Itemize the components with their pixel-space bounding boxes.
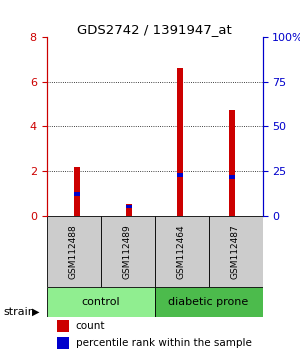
Title: GDS2742 / 1391947_at: GDS2742 / 1391947_at [77, 23, 232, 36]
Text: ▶: ▶ [32, 307, 40, 317]
Bar [46, 216, 100, 287]
Text: control: control [81, 297, 120, 307]
Text: percentile rank within the sample: percentile rank within the sample [76, 338, 251, 348]
Bar [57, 320, 69, 332]
Bar [126, 205, 132, 208]
Bar [100, 216, 154, 287]
Bar [177, 68, 183, 216]
Bar [229, 110, 235, 216]
Text: GSM112464: GSM112464 [177, 224, 186, 279]
Text: count: count [76, 321, 105, 331]
Bar [154, 287, 262, 317]
Bar [177, 173, 183, 177]
Text: GSM112489: GSM112489 [123, 224, 132, 279]
Bar [208, 216, 262, 287]
Text: GSM112488: GSM112488 [69, 224, 78, 279]
Bar [57, 337, 69, 349]
Bar [229, 176, 235, 179]
Text: strain: strain [3, 307, 35, 317]
Text: diabetic prone: diabetic prone [168, 297, 249, 307]
Bar [154, 216, 208, 287]
Bar [74, 192, 80, 195]
Bar [74, 166, 80, 216]
Bar [46, 287, 154, 317]
Bar [126, 205, 132, 216]
Text: GSM112487: GSM112487 [231, 224, 240, 279]
